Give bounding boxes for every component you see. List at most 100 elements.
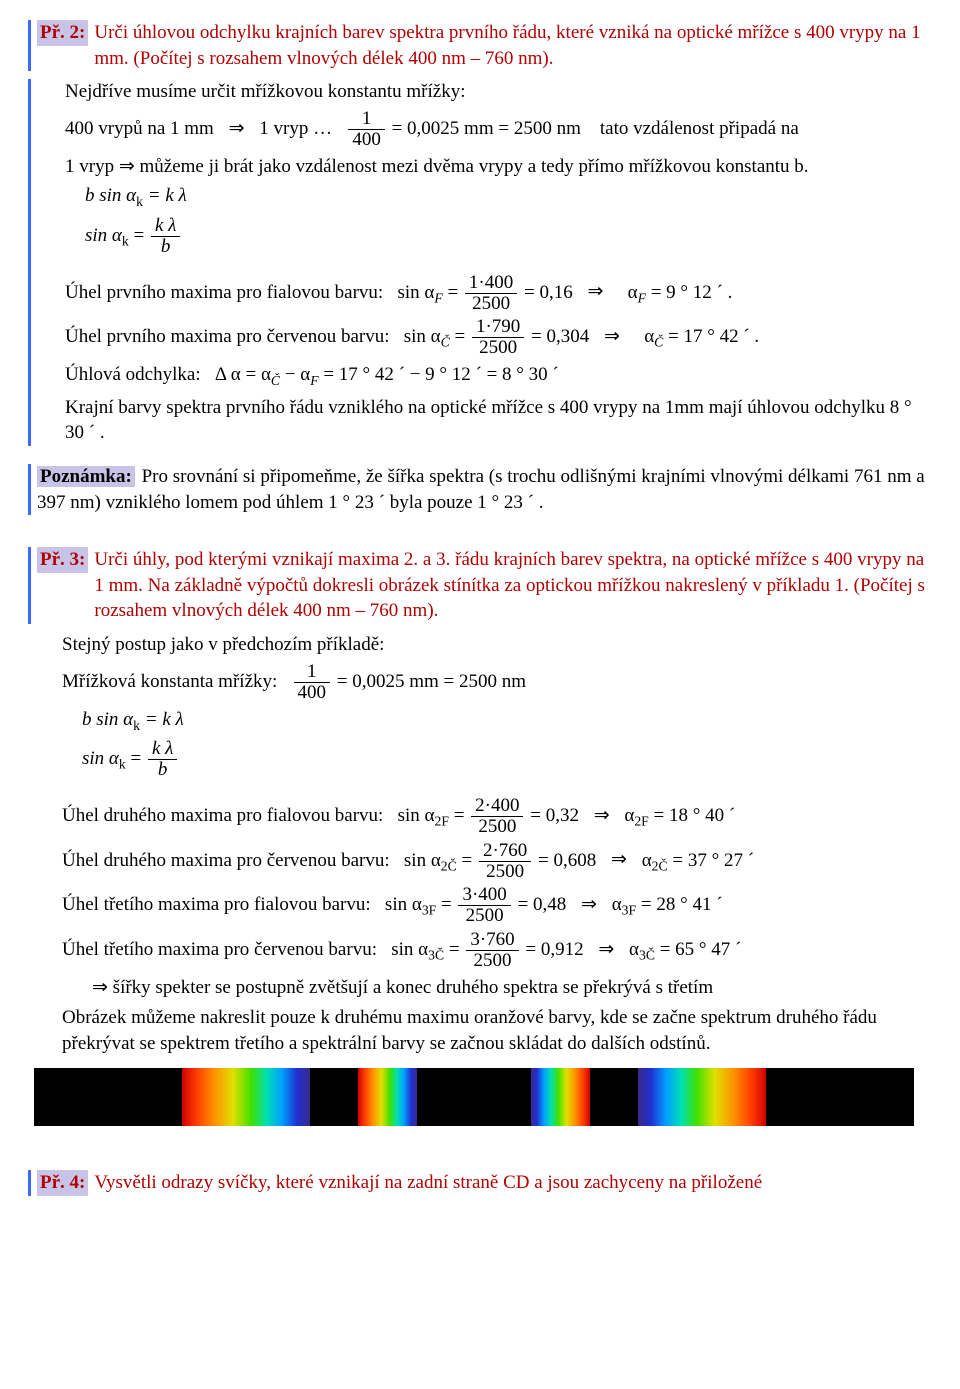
- spectrum-segment: [417, 1068, 531, 1126]
- den: 2500: [465, 294, 517, 314]
- spectrum-segment: [310, 1068, 358, 1126]
- exercise-4-header: Př. 4: Vysvětli odrazy svíčky, které vzn…: [28, 1170, 932, 1196]
- t: Úhel druhého maxima pro fialovou barvu:: [62, 805, 383, 826]
- row-2f: Úhel druhého maxima pro fialovou barvu: …: [62, 796, 932, 837]
- conclusion: Krajní barvy spektra prvního řádu vznikl…: [65, 395, 932, 446]
- sub: 3Č: [639, 948, 655, 963]
- fraction: 2·400 2500: [471, 796, 523, 837]
- t: sin α: [397, 281, 434, 302]
- sub: F: [434, 290, 442, 305]
- t: = 17 ° 42 ´ .: [663, 326, 759, 347]
- concl1: ⇒ šířky spekter se postupně zvětšují a k…: [62, 975, 932, 1001]
- line-intro: Nejdříve musíme určit mřížkovou konstant…: [65, 79, 932, 105]
- t: k λ: [155, 215, 176, 236]
- sub: k: [119, 756, 126, 771]
- eq1: b sin αk = k λ: [62, 707, 932, 735]
- num: 2·400: [471, 796, 523, 817]
- sub: 2F: [434, 813, 448, 828]
- t: = 17 ° 42 ´ − 9 ° 12 ´ = 8 ° 30 ´: [319, 364, 559, 385]
- exercise-3-header: Př. 3: Urči úhly, pod kterými vznikají m…: [28, 547, 932, 624]
- t: = 37 ° 27 ´: [668, 849, 754, 870]
- num: 1·790: [472, 317, 524, 338]
- den: b: [151, 237, 180, 257]
- note-label: Poznámka:: [37, 466, 135, 487]
- t: = 0,304: [531, 326, 589, 347]
- eq1: b sin αk = k λ: [65, 183, 932, 211]
- num: 1: [294, 662, 331, 683]
- row-3c: Úhel třetího maxima pro červenou barvu: …: [62, 930, 932, 971]
- spectrum-segment: [638, 1068, 766, 1126]
- spectrum-diagram: [34, 1068, 914, 1126]
- imply-icon: ⇒: [594, 805, 610, 826]
- sub: 2F: [634, 813, 648, 828]
- den: 2500: [458, 906, 510, 926]
- fraction: k λ b: [151, 216, 180, 257]
- t: = 0,32: [530, 805, 579, 826]
- num: 1: [348, 109, 385, 130]
- t: = 0,608: [538, 849, 596, 870]
- t: sin α: [391, 939, 428, 960]
- sub: 3Č: [428, 948, 444, 963]
- num: 1·400: [465, 273, 517, 294]
- t: Úhel třetího maxima pro fialovou barvu:: [62, 894, 371, 915]
- sub: 3F: [422, 903, 436, 918]
- t: =: [450, 326, 470, 347]
- den: 2500: [471, 817, 523, 837]
- t: b: [161, 236, 171, 257]
- exercise-3-text: Urči úhly, pod kterými vznikají maxima 2…: [94, 547, 932, 624]
- exercise-2: Př. 2: Urči úhlovou odchylku krajních ba…: [28, 20, 932, 446]
- sub: Č: [271, 373, 280, 388]
- fraction: 3·400 2500: [458, 885, 510, 926]
- eq2: sin αk = k λ b: [65, 216, 932, 257]
- num: 3·760: [466, 930, 518, 951]
- note-inner: Poznámka: Pro srovnání si připomeňme, že…: [37, 464, 932, 515]
- exercise-3-label: Př. 3:: [37, 547, 88, 573]
- den: 400: [348, 130, 385, 150]
- violet-line: Úhel prvního maxima pro fialovou barvu: …: [65, 273, 932, 314]
- spectrum-segment: [590, 1068, 638, 1126]
- t: tato vzdálenost připadá na: [600, 118, 799, 139]
- t: = k λ: [140, 709, 184, 730]
- t: Stejný postup jako v předchozím příkladě…: [62, 632, 932, 658]
- t: α: [644, 326, 654, 347]
- t: Δ α = α: [215, 364, 271, 385]
- eq2: sin αk = k λ b: [62, 739, 932, 780]
- imply-icon: ⇒: [229, 118, 245, 139]
- t: = 0,48: [518, 894, 567, 915]
- den: 400: [294, 683, 331, 703]
- sub: 3F: [622, 903, 636, 918]
- t: α: [628, 281, 638, 302]
- num: k λ: [148, 739, 177, 760]
- t: =: [126, 748, 146, 769]
- t: Úhel třetího maxima pro červenou barvu:: [62, 939, 377, 960]
- exercise-3-body: Stejný postup jako v předchozím příkladě…: [28, 632, 932, 1056]
- imply-icon: ⇒: [598, 939, 614, 960]
- t: Mřížková konstanta mřížky:: [62, 671, 277, 692]
- t: = 18 ° 40 ´: [649, 805, 735, 826]
- fraction: 1·400 2500: [465, 273, 517, 314]
- den: 2500: [472, 338, 524, 358]
- concl2: Obrázek můžeme nakreslit pouze k druhému…: [62, 1005, 932, 1056]
- note-text: Pro srovnání si připomeňme, že šířka spe…: [37, 466, 925, 513]
- t: k λ: [152, 738, 173, 759]
- t: b sin α: [82, 709, 133, 730]
- t: = 0,0025 mm = 2500 nm: [392, 118, 581, 139]
- sub: k: [133, 717, 140, 732]
- row-3f: Úhel třetího maxima pro fialovou barvu: …: [62, 885, 932, 926]
- grating-constant: Mřížková konstanta mřížky: 1 400 = 0,002…: [62, 662, 932, 703]
- t: sin α: [398, 805, 435, 826]
- fraction: 1·790 2500: [472, 317, 524, 358]
- t: =: [129, 225, 149, 246]
- line-constant: 400 vrypů na 1 mm ⇒ 1 vryp … 1 400 = 0,0…: [65, 109, 932, 150]
- fraction: 1 400: [294, 662, 331, 703]
- note-block: Poznámka: Pro srovnání si připomeňme, že…: [28, 464, 932, 515]
- exercise-4-label: Př. 4:: [37, 1170, 88, 1196]
- t: Úhel druhého maxima pro červenou barvu:: [62, 849, 390, 870]
- t: = 0,912: [525, 939, 583, 960]
- num: 3·400: [458, 885, 510, 906]
- t: 400 vrypů na 1 mm: [65, 118, 214, 139]
- t: =: [443, 281, 463, 302]
- spectrum-segment: [34, 1068, 182, 1126]
- t: = 28 ° 41 ´: [636, 894, 722, 915]
- fraction: k λ b: [148, 739, 177, 780]
